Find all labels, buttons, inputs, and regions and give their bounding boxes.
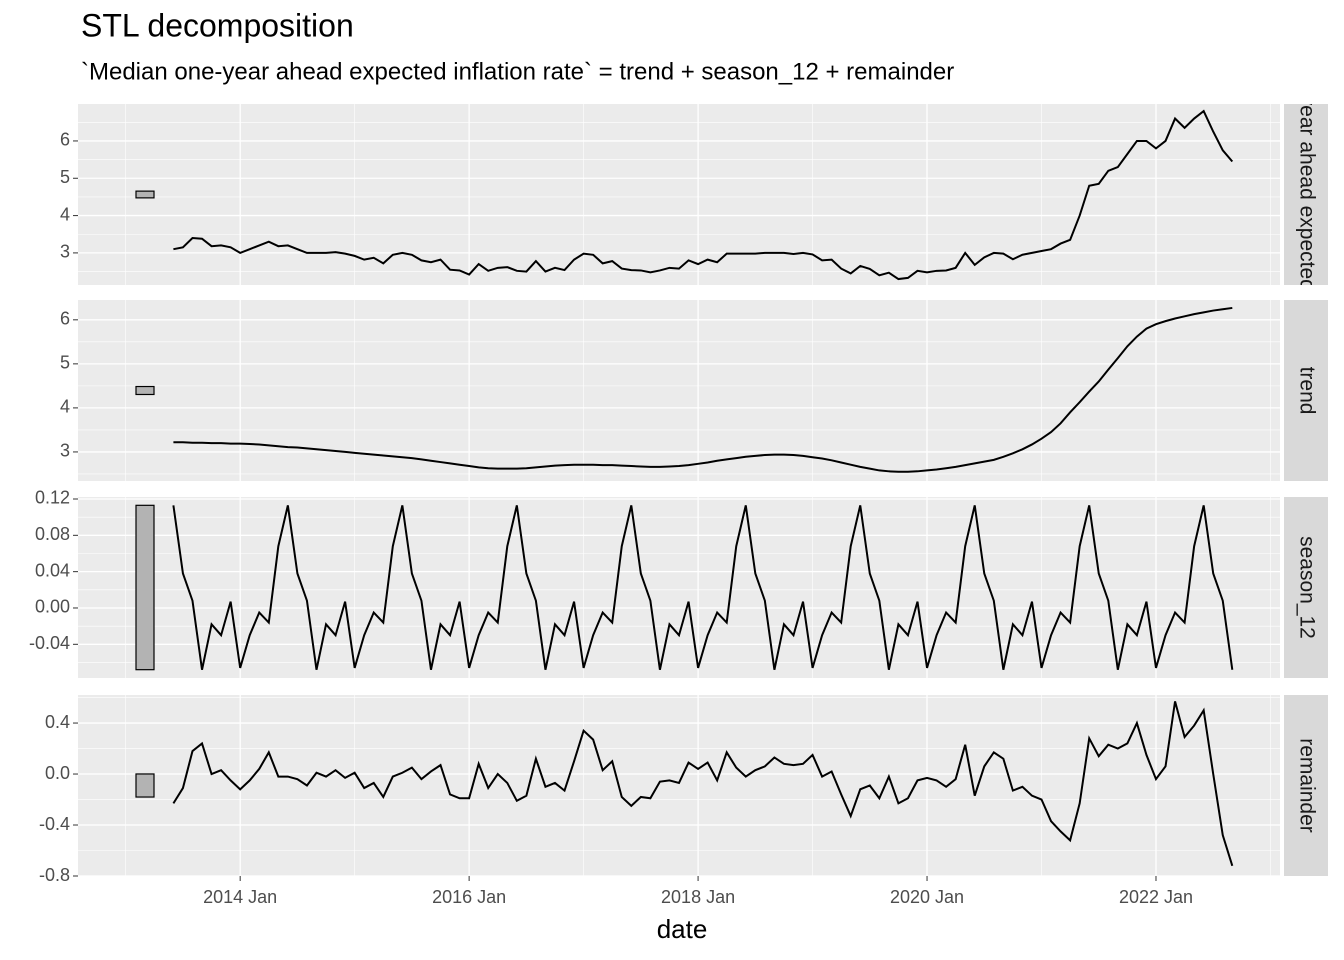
facet-label: remainder: [1295, 738, 1318, 833]
facet-strip: [1284, 497, 1328, 678]
x-axis-label: date: [657, 914, 708, 944]
panel-background: [78, 695, 1280, 876]
y-tick-label: 0.4: [45, 712, 70, 732]
y-tick-label: 5: [60, 167, 70, 187]
y-tick-label: 0.12: [35, 488, 70, 508]
y-tick-label: 3: [60, 441, 70, 461]
facet-strip: [1284, 300, 1328, 481]
y-tick-label: -0.8: [39, 865, 70, 885]
x-tick-label: 2020 Jan: [890, 887, 964, 907]
y-tick-label: 0.0: [45, 763, 70, 783]
panel-background: [78, 300, 1280, 481]
x-tick-label: 2014 Jan: [203, 887, 277, 907]
y-tick-label: 0.08: [35, 524, 70, 544]
x-tick-label: 2016 Jan: [432, 887, 506, 907]
scale-bar: [135, 385, 155, 396]
y-tick-label: 6: [60, 130, 70, 150]
series-line: [173, 306, 1233, 473]
y-tick-label: 0.00: [35, 597, 70, 617]
facet-strip: [1284, 104, 1328, 285]
y-tick-label: 3: [60, 242, 70, 262]
y-tick-label: -0.4: [39, 814, 70, 834]
facet-strip-group: season_12: [1295, 536, 1318, 639]
panel-background: [78, 104, 1280, 285]
y-tick-label: 4: [60, 204, 70, 224]
facet-strip-group: Median one-year ahead expected inflation…: [1295, 0, 1318, 411]
scale-bar: [135, 504, 155, 671]
facet-label: trend: [1295, 367, 1318, 415]
x-tick-label: 2022 Jan: [1119, 887, 1193, 907]
series-line: [173, 109, 1234, 281]
scale-bar: [135, 190, 155, 199]
y-tick-label: 4: [60, 397, 70, 417]
facet-strip-group: remainder: [1295, 738, 1318, 833]
chart-title: STL decomposition: [81, 7, 354, 43]
series-line: [172, 505, 1234, 670]
chart-subtitle: `Median one-year ahead expected inflatio…: [81, 58, 954, 85]
panel-background: [78, 497, 1280, 678]
series-line: [172, 701, 1234, 867]
y-tick-label: 6: [60, 309, 70, 329]
facet-strip: [1284, 695, 1328, 876]
scale-bar: [135, 773, 155, 798]
y-tick-label: 5: [60, 353, 70, 373]
y-tick-label: -0.04: [29, 633, 70, 653]
facet-label: Median one-year ahead expected inflation…: [1295, 0, 1318, 411]
facet-label: season_12: [1295, 536, 1318, 639]
x-tick-label: 2018 Jan: [661, 887, 735, 907]
facet-strip-group: trend: [1295, 367, 1318, 415]
y-tick-label: 0.04: [35, 560, 70, 580]
